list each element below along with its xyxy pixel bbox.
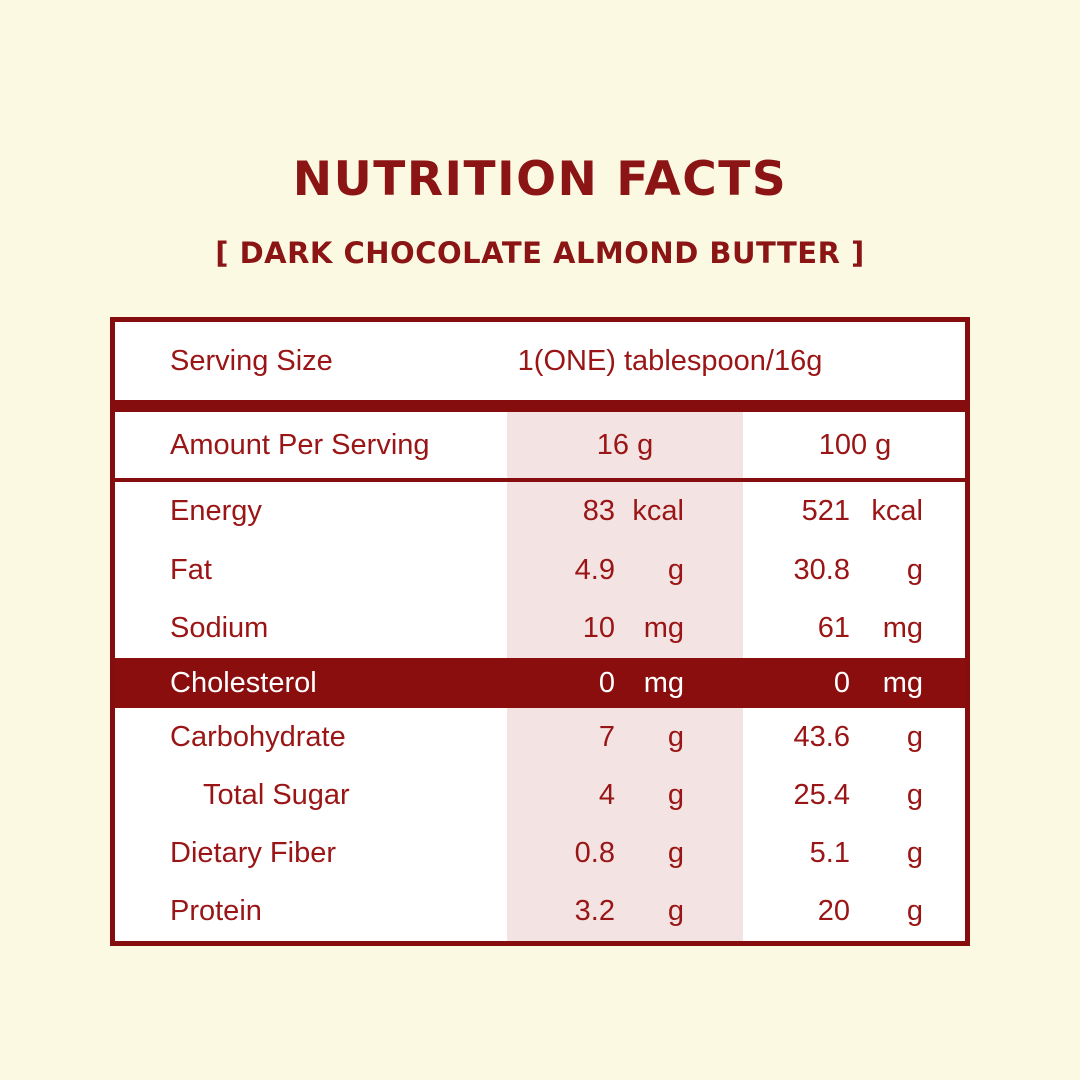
unit-per-100g: mg bbox=[882, 666, 923, 699]
value-per-16g: 83 bbox=[582, 494, 615, 527]
unit-per-16g: g bbox=[667, 837, 684, 870]
serving-size-row: Serving Size 1(ONE) tablespoon/16g bbox=[115, 322, 965, 400]
nutrient-label: Total Sugar bbox=[203, 778, 350, 811]
value-per-16g: 10 bbox=[582, 612, 615, 645]
thin-divider bbox=[115, 478, 965, 482]
unit-per-16g: g bbox=[667, 895, 684, 928]
value-per-16g: 4 bbox=[598, 778, 615, 811]
nutrient-label: Sodium bbox=[170, 612, 269, 645]
amount-per-serving-row: Amount Per Serving 16 g 100 g bbox=[115, 412, 965, 478]
nutrient-row-sodium: Sodium 10 mg 61 mg bbox=[115, 599, 965, 658]
amount-per-serving-label: Amount Per Serving bbox=[170, 428, 430, 461]
thick-divider bbox=[115, 400, 965, 412]
unit-per-100g: g bbox=[906, 895, 923, 928]
unit-per-100g: g bbox=[906, 837, 923, 870]
nutrient-label: Carbohydrate bbox=[170, 720, 346, 753]
unit-per-16g: mg bbox=[643, 666, 684, 699]
nutrient-row-dietary-fiber: Dietary Fiber 0.8 g 5.1 g bbox=[115, 825, 965, 883]
nutrient-label: Dietary Fiber bbox=[170, 837, 336, 870]
nutrient-label: Cholesterol bbox=[170, 666, 317, 699]
value-per-100g: 20 bbox=[817, 895, 850, 928]
nutrient-row-carbohydrate: Carbohydrate 7 g 43.6 g bbox=[115, 708, 965, 766]
unit-per-16g: kcal bbox=[632, 494, 684, 527]
page-title: NUTRITION FACTS bbox=[292, 152, 788, 207]
value-per-100g: 43.6 bbox=[793, 720, 850, 753]
column-header-100g: 100 g bbox=[818, 428, 892, 461]
value-per-100g: 5.1 bbox=[809, 837, 850, 870]
nutrient-label: Protein bbox=[170, 895, 262, 928]
value-per-100g: 25.4 bbox=[793, 778, 850, 811]
unit-per-100g: mg bbox=[882, 612, 923, 645]
nutrient-group-bottom: Carbohydrate 7 g 43.6 g Total Sugar 4 g … bbox=[115, 708, 965, 941]
nutrient-row-fat: Fat 4.9 g 30.8 g bbox=[115, 541, 965, 600]
value-per-16g: 3.2 bbox=[574, 895, 615, 928]
value-per-16g: 7 bbox=[598, 720, 615, 753]
nutrient-row-protein: Protein 3.2 g 20 g bbox=[115, 883, 965, 941]
value-per-16g: 0.8 bbox=[574, 837, 615, 870]
unit-per-16g: g bbox=[667, 720, 684, 753]
value-per-100g: 0 bbox=[833, 666, 850, 699]
serving-size-value: 1(ONE) tablespoon/16g bbox=[517, 344, 823, 377]
nutrient-row-energy: Energy 83 kcal 521 kcal bbox=[115, 482, 965, 541]
nutrient-row-total-sugar: Total Sugar 4 g 25.4 g bbox=[115, 766, 965, 824]
unit-per-100g: g bbox=[906, 778, 923, 811]
unit-per-16g: mg bbox=[643, 612, 684, 645]
value-per-16g: 4.9 bbox=[574, 553, 615, 586]
unit-per-100g: g bbox=[906, 720, 923, 753]
column-header-16g: 16 g bbox=[596, 428, 654, 461]
nutrient-row-cholesterol: Cholesterol 0 mg 0 mg bbox=[115, 658, 965, 708]
nutrient-label: Fat bbox=[170, 553, 212, 586]
value-per-100g: 30.8 bbox=[793, 553, 850, 586]
unit-per-16g: g bbox=[667, 778, 684, 811]
unit-per-100g: kcal bbox=[871, 494, 923, 527]
nutrient-label: Energy bbox=[170, 494, 262, 527]
unit-per-16g: g bbox=[667, 553, 684, 586]
serving-size-label: Serving Size bbox=[170, 344, 333, 377]
product-name: [ DARK CHOCOLATE ALMOND BUTTER ] bbox=[215, 236, 865, 270]
nutrition-facts-table: Serving Size 1(ONE) tablespoon/16g Amoun… bbox=[110, 317, 970, 946]
nutrient-group-top: Energy 83 kcal 521 kcal Fat 4.9 g 30.8 g… bbox=[115, 482, 965, 658]
value-per-100g: 61 bbox=[817, 612, 850, 645]
unit-per-100g: g bbox=[906, 553, 923, 586]
value-per-16g: 0 bbox=[598, 666, 615, 699]
value-per-100g: 521 bbox=[801, 494, 850, 527]
